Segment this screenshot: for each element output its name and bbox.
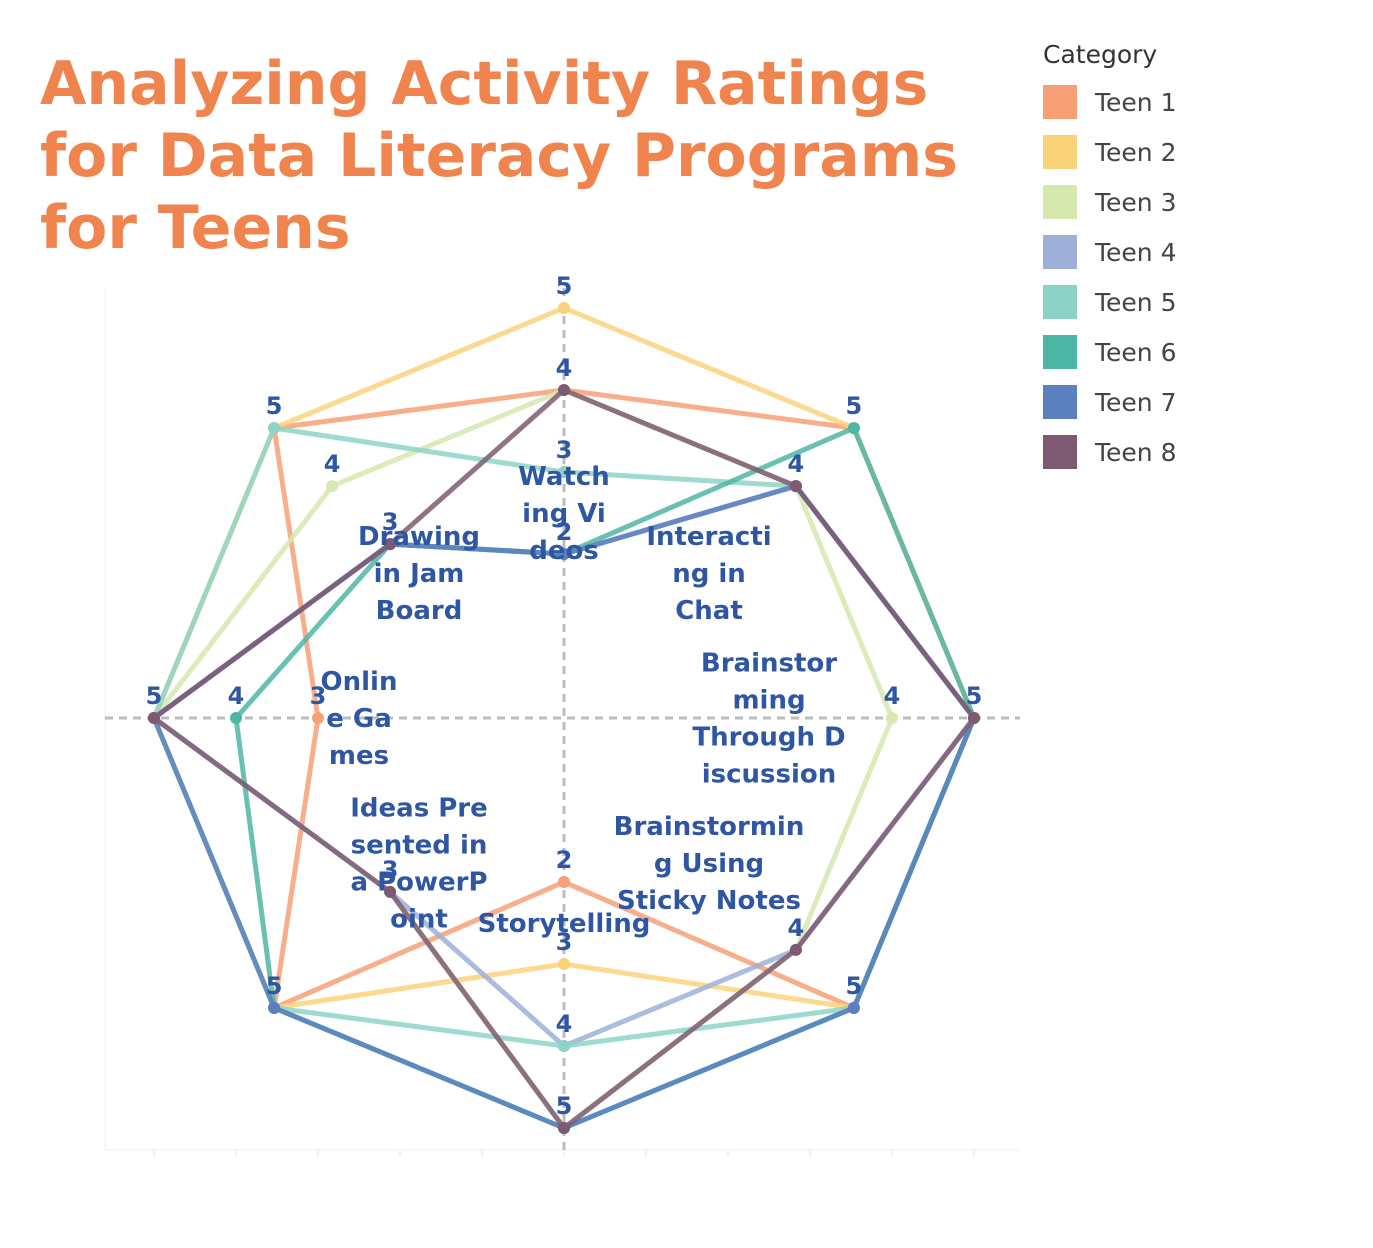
category-label: Brainstormin g Using Sticky Notes bbox=[614, 812, 805, 916]
legend-swatch bbox=[1043, 435, 1077, 469]
data-point bbox=[268, 422, 281, 435]
legend-label: Teen 4 bbox=[1095, 237, 1177, 267]
series-line bbox=[233, 425, 977, 1131]
legend-item[interactable]: Teen 7 bbox=[1043, 377, 1176, 427]
data-point bbox=[326, 480, 339, 493]
legend-item[interactable]: Teen 2 bbox=[1043, 127, 1176, 177]
data-point bbox=[789, 943, 802, 956]
legend-item[interactable]: Teen 5 bbox=[1043, 277, 1176, 327]
value-label: 3 bbox=[310, 682, 327, 710]
legend-label: Teen 1 bbox=[1095, 87, 1177, 117]
data-point bbox=[558, 876, 570, 888]
data-point bbox=[384, 885, 397, 898]
legend-label: Teen 7 bbox=[1095, 387, 1177, 417]
legend-swatch bbox=[1043, 185, 1077, 219]
legend-swatch bbox=[1043, 135, 1077, 169]
legend-swatch bbox=[1043, 385, 1077, 419]
data-point bbox=[230, 712, 242, 724]
legend-label: Teen 5 bbox=[1095, 287, 1177, 317]
series-teen-8 bbox=[148, 384, 980, 1134]
series-layer bbox=[148, 302, 980, 1134]
data-point bbox=[789, 480, 802, 493]
category-label: Onlin e Ga mes bbox=[321, 667, 398, 771]
legend-item[interactable]: Teen 1 bbox=[1043, 77, 1176, 127]
value-label: 5 bbox=[266, 392, 283, 420]
value-label: 5 bbox=[966, 682, 983, 710]
axes-layer bbox=[104, 288, 1020, 1157]
data-point bbox=[558, 1122, 570, 1134]
legend-label: Teen 8 bbox=[1095, 437, 1177, 467]
data-point bbox=[847, 1001, 860, 1014]
legend-label: Teen 3 bbox=[1095, 187, 1177, 217]
value-label: 5 bbox=[556, 272, 573, 300]
value-label: 5 bbox=[146, 682, 163, 710]
data-point bbox=[268, 1001, 281, 1014]
legend-swatch bbox=[1043, 335, 1077, 369]
value-label: 5 bbox=[846, 972, 863, 1000]
value-label: 3 bbox=[382, 856, 399, 884]
value-label: 3 bbox=[556, 928, 573, 956]
labels-layer: 4 5 5 5 2 5 3 5 5 3 5 4 4 4 5 3 4 2 4 3 3 4 Watch ing Vi deos Int… bbox=[146, 272, 983, 1120]
data-point bbox=[558, 548, 570, 560]
category-label: Interacti ng in Chat bbox=[646, 522, 771, 626]
value-label: 4 bbox=[788, 914, 805, 942]
value-label: 4 bbox=[788, 450, 805, 478]
data-point bbox=[384, 538, 397, 551]
data-point bbox=[312, 712, 324, 724]
value-label: 3 bbox=[556, 436, 573, 464]
value-label: 4 bbox=[556, 354, 573, 382]
legend-swatch bbox=[1043, 85, 1077, 119]
legend-items: Teen 1 Teen 2 Teen 3 Teen 4 Teen 5 Teen 6 Teen… bbox=[1043, 77, 1176, 477]
data-point bbox=[847, 422, 860, 435]
legend-label: Teen 2 bbox=[1095, 137, 1177, 167]
value-label: 2 bbox=[556, 518, 573, 546]
value-label: 4 bbox=[556, 1010, 573, 1038]
legend-title: Category bbox=[1043, 40, 1158, 69]
value-label: 4 bbox=[228, 682, 245, 710]
category-label: Storytelling bbox=[478, 909, 651, 939]
data-point bbox=[558, 1040, 570, 1052]
data-point bbox=[558, 466, 570, 478]
value-label: 5 bbox=[846, 392, 863, 420]
category-label: Ideas Pre sented in a PowerP oint bbox=[350, 794, 488, 935]
data-point bbox=[148, 712, 160, 724]
value-label: 5 bbox=[556, 1092, 573, 1120]
data-point bbox=[968, 712, 980, 724]
legend-item[interactable]: Teen 4 bbox=[1043, 227, 1176, 277]
data-point bbox=[886, 712, 898, 724]
chart-title: Analyzing Activity Ratings for Data Lite… bbox=[40, 49, 959, 263]
category-label: Drawing in Jam Board bbox=[358, 522, 480, 626]
data-point bbox=[558, 302, 570, 314]
data-point bbox=[558, 958, 570, 970]
value-label: 3 bbox=[382, 508, 399, 536]
legend-label: Teen 6 bbox=[1095, 337, 1177, 367]
value-label: 2 bbox=[556, 846, 573, 874]
value-label: 4 bbox=[324, 450, 341, 478]
legend-item[interactable]: Teen 6 bbox=[1043, 327, 1176, 377]
category-label: Watch ing Vi deos bbox=[518, 462, 610, 566]
value-label: 5 bbox=[266, 972, 283, 1000]
value-label: 4 bbox=[884, 682, 901, 710]
legend-item[interactable]: Teen 3 bbox=[1043, 177, 1176, 227]
legend-item[interactable]: Teen 8 bbox=[1043, 427, 1176, 477]
legend-swatch bbox=[1043, 235, 1077, 269]
data-point bbox=[558, 384, 570, 396]
legend-swatch bbox=[1043, 285, 1077, 319]
